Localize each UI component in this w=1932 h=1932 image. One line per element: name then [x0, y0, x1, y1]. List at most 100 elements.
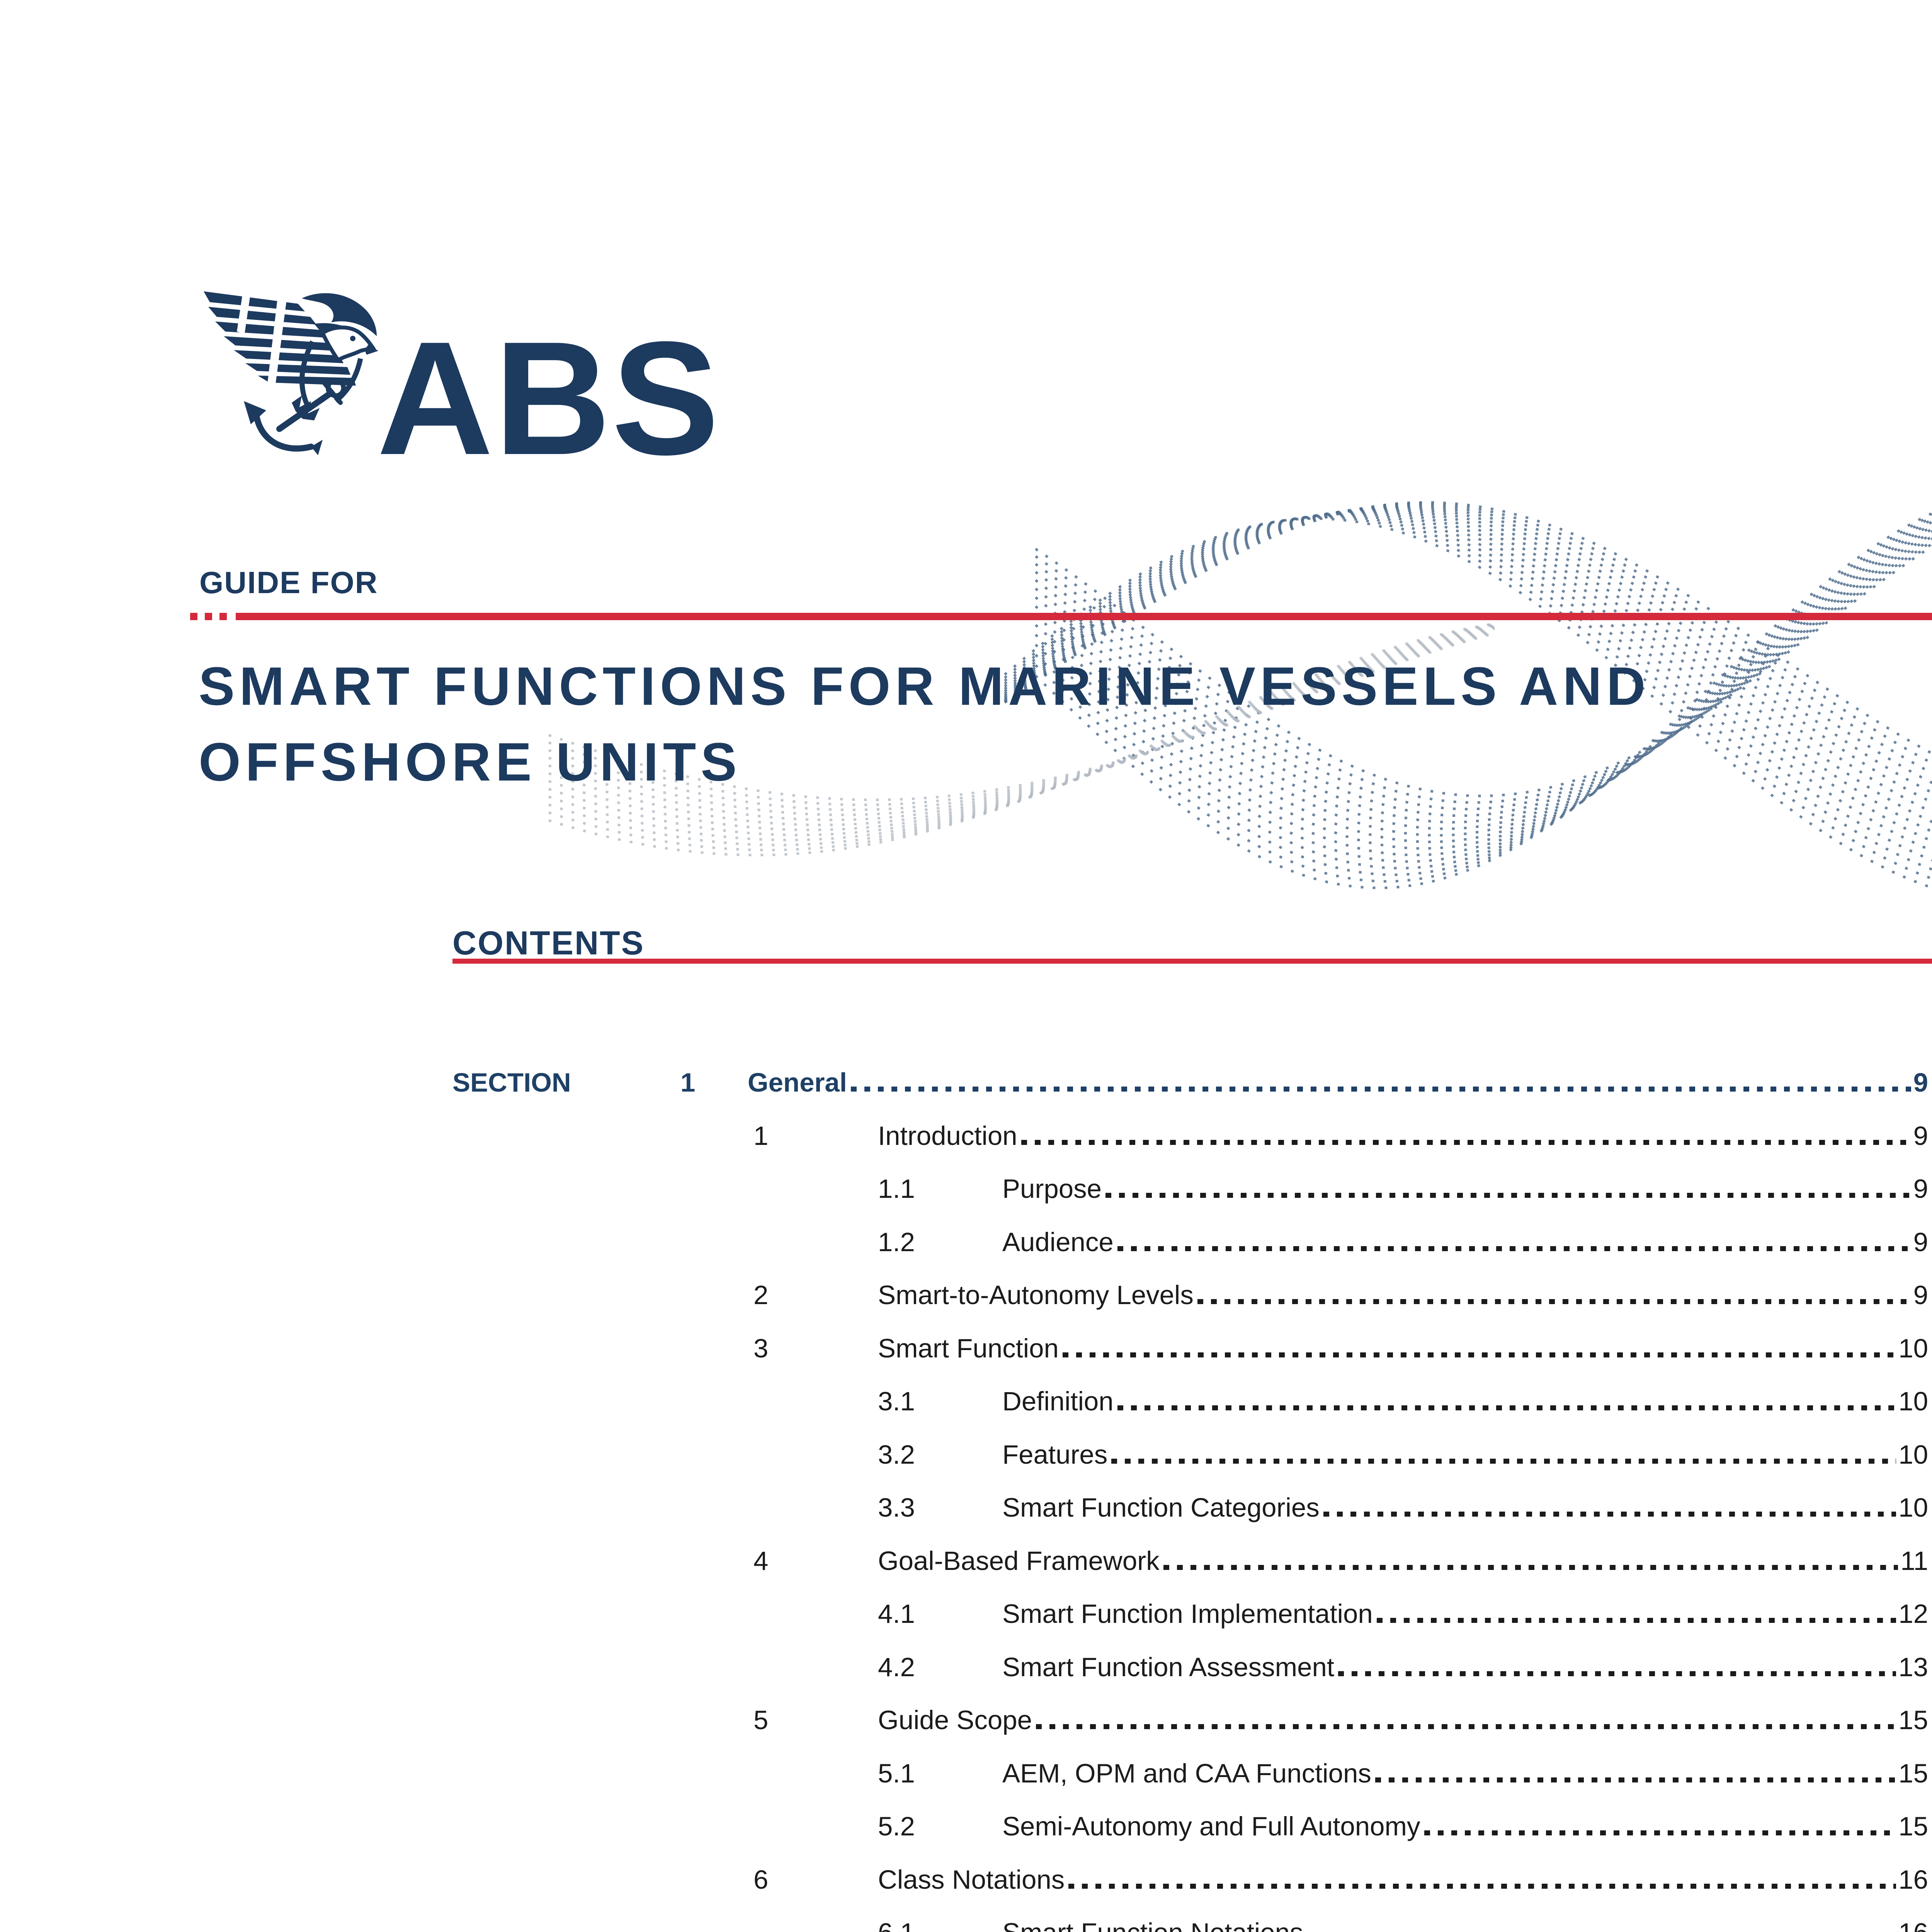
- red-dash: [205, 613, 212, 620]
- toc-row: 3.2 Features 10: [452, 1439, 1928, 1493]
- toc-row-number: 1: [753, 1121, 769, 1151]
- toc-row-label: Semi-Autonomy and Full Autonomy: [1002, 1811, 1420, 1841]
- toc-row: 1.2 Audience 9: [452, 1227, 1928, 1280]
- toc-row-label: Class Notations: [878, 1864, 1065, 1895]
- guide-for-label: GUIDE FOR: [199, 565, 378, 600]
- page-title-line1: SMART FUNCTIONS FOR MARINE VESSELS AND: [199, 656, 1650, 716]
- toc-row-page: 12: [1898, 1599, 1928, 1629]
- toc-row-label: AEM, OPM and CAA Functions: [1002, 1758, 1371, 1788]
- wave-pattern-decoration: [548, 501, 1932, 889]
- toc-row-number: 4.1: [878, 1599, 915, 1629]
- dotted-leader: [1117, 1405, 1896, 1410]
- toc-row: 3 Smart Function 10: [452, 1333, 1928, 1386]
- toc-row: 4.2 Smart Function Assessment 13: [452, 1652, 1928, 1705]
- toc-row-label: General: [748, 1068, 847, 1097]
- toc-row-prefix: SECTION: [452, 1068, 571, 1097]
- toc-row-page: 10: [1898, 1493, 1928, 1522]
- toc-row-page: 9: [1913, 1174, 1928, 1204]
- toc: SECTION 1 General 9 1 Introduction 9 1.1 Purpose…: [452, 1067, 1928, 1932]
- toc-row: SECTION 1 General 9: [452, 1067, 1928, 1121]
- toc-row-number: 3.3: [878, 1493, 915, 1522]
- toc-row-label: Purpose: [1002, 1174, 1102, 1204]
- title-red-rule: [0, 613, 1932, 620]
- toc-row-number: 4.2: [878, 1652, 915, 1682]
- red-dash: [190, 613, 197, 620]
- toc-row-page: 9: [1913, 1068, 1928, 1097]
- toc-row-page: 9: [1913, 1280, 1928, 1310]
- dotted-leader: [1424, 1830, 1896, 1835]
- contents-red-rule: [452, 959, 1932, 964]
- toc-row-page: 9: [1913, 1121, 1928, 1151]
- toc-row-page: 10: [1898, 1333, 1928, 1363]
- toc-row-page: 15: [1898, 1811, 1928, 1841]
- toc-row-label: Features: [1002, 1439, 1108, 1469]
- page-title-line2: OFFSHORE UNITS: [199, 731, 742, 792]
- toc-row: 4.1 Smart Function Implementation 12: [452, 1599, 1928, 1652]
- dotted-leader: [1338, 1671, 1896, 1676]
- toc-row-number: 6: [753, 1864, 769, 1895]
- dotted-leader: [1062, 1352, 1896, 1357]
- toc-row-page: 13: [1898, 1652, 1928, 1682]
- dotted-leader: [1197, 1299, 1911, 1304]
- dotted-leader: [1375, 1777, 1896, 1782]
- toc-row-label: Guide Scope: [878, 1705, 1032, 1735]
- toc-row-number: 4: [753, 1546, 769, 1576]
- toc-row: 2 Smart-to-Autonomy Levels 9: [452, 1280, 1928, 1333]
- toc-row-page: 10: [1898, 1439, 1928, 1469]
- toc-row: 3.3 Smart Function Categories 10: [452, 1492, 1928, 1546]
- abs-eagle-icon: [204, 289, 378, 455]
- dotted-leader: [1117, 1246, 1911, 1251]
- dotted-leader: [1068, 1883, 1896, 1889]
- toc-row: 1.1 Purpose 9: [452, 1173, 1928, 1227]
- toc-row-number: 5: [753, 1705, 769, 1735]
- dotted-leader: [1163, 1565, 1898, 1570]
- dotted-leader: [1036, 1724, 1896, 1729]
- toc-row-label: Smart Function Categories: [1002, 1493, 1320, 1522]
- toc-row-number: 3.2: [878, 1439, 915, 1469]
- toc-row: 5.1 AEM, OPM and CAA Functions 15: [452, 1758, 1928, 1811]
- toc-row-label: Goal-Based Framework: [878, 1546, 1160, 1576]
- toc-row: 5.2 Semi-Autonomy and Full Autonomy 15: [452, 1811, 1928, 1864]
- toc-row-number: 3.1: [878, 1386, 915, 1416]
- toc-row-label: Definition: [1002, 1386, 1114, 1416]
- toc-row-label: Introduction: [878, 1121, 1017, 1151]
- toc-row-number: 5.2: [878, 1811, 915, 1841]
- toc-row-number: 1: [680, 1068, 696, 1097]
- toc-row-page: 10: [1898, 1386, 1928, 1416]
- toc-row-page: 11: [1900, 1546, 1928, 1576]
- toc-row-number: 1.2: [878, 1227, 915, 1257]
- contents-heading: CONTENTS: [452, 925, 645, 962]
- toc-row-page: 15: [1898, 1705, 1928, 1735]
- toc-row: 3.1 Definition 10: [452, 1386, 1928, 1439]
- dotted-leader: [850, 1087, 1911, 1092]
- dotted-leader: [1111, 1458, 1896, 1464]
- toc-row-page: 16: [1898, 1917, 1928, 1932]
- toc-row: 4 Goal-Based Framework 11: [452, 1546, 1928, 1599]
- toc-row: 1 Introduction 9: [452, 1121, 1928, 1174]
- toc-row: 6 Class Notations 16: [452, 1864, 1928, 1918]
- red-rule-line: [236, 613, 1932, 620]
- toc-row-label: Smart Function Assessment: [1002, 1652, 1334, 1682]
- toc-row-page: 16: [1898, 1864, 1928, 1895]
- toc-row-page: 15: [1898, 1758, 1928, 1788]
- toc-row-label: Smart Function Implementation: [1002, 1599, 1373, 1629]
- dotted-leader: [1376, 1618, 1896, 1623]
- toc-row-label: Smart-to-Autonomy Levels: [878, 1280, 1194, 1310]
- toc-row-number: 1.1: [878, 1174, 915, 1204]
- toc-row-page: 9: [1913, 1227, 1928, 1257]
- toc-row-number: 3: [753, 1333, 769, 1363]
- toc-row-number: 6.1: [878, 1917, 1002, 1932]
- toc-row-label: Smart Function: [878, 1333, 1059, 1363]
- dotted-leader: [1323, 1512, 1896, 1517]
- dotted-leader: [1021, 1139, 1911, 1145]
- toc-row-number: 2: [753, 1280, 769, 1310]
- dotted-leader: [1105, 1193, 1911, 1198]
- toc-row-label: Audience: [1002, 1227, 1114, 1257]
- toc-row-label: Smart Function Notations: [1002, 1917, 1303, 1932]
- red-dash: [219, 613, 227, 620]
- abs-logo-text: ABS: [377, 308, 720, 488]
- toc-row: 5 Guide Scope 15: [452, 1705, 1928, 1758]
